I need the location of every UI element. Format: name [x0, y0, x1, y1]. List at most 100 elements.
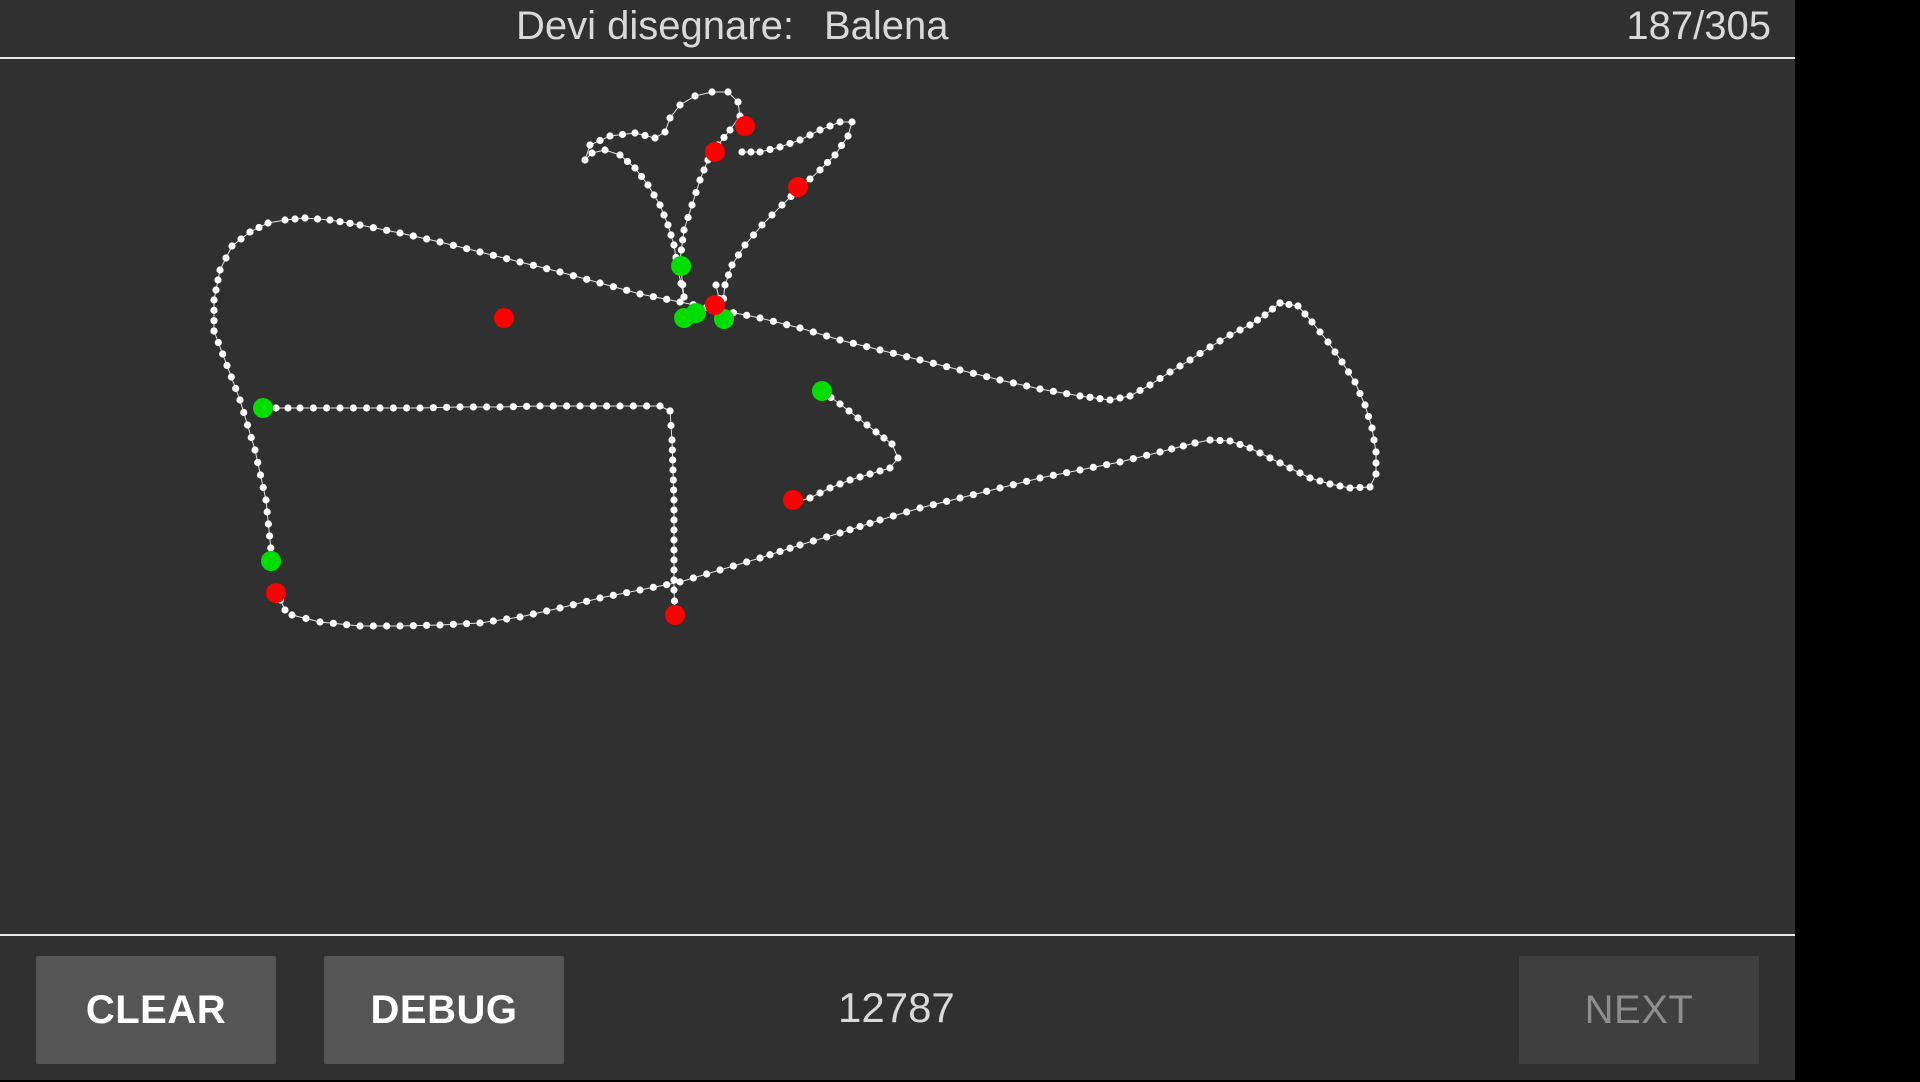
stroke-end-marker — [788, 177, 808, 197]
stroke-point — [556, 604, 564, 612]
stroke-point — [476, 248, 484, 256]
stroke-point — [516, 258, 524, 266]
stroke-point — [768, 211, 776, 219]
stroke-point — [641, 131, 649, 140]
stroke-point — [1009, 379, 1017, 387]
stroke-point — [516, 613, 524, 621]
stroke-point — [724, 88, 732, 96]
stroke-point — [343, 621, 351, 629]
stroke-point — [826, 484, 834, 492]
stroke-point — [1196, 349, 1204, 358]
stroke-point — [301, 214, 309, 222]
stroke-point — [688, 201, 696, 209]
stroke-point — [741, 241, 749, 249]
stroke-point — [769, 317, 777, 325]
stroke-point — [1179, 442, 1187, 450]
stroke-point — [543, 265, 551, 273]
stroke-point — [670, 556, 678, 564]
stroke-point — [1116, 458, 1124, 466]
stroke-point — [346, 219, 354, 227]
stroke-point — [210, 296, 218, 304]
stroke-point — [668, 446, 676, 454]
stroke-point — [1143, 451, 1151, 459]
stroke-point — [728, 261, 736, 269]
stroke-point — [1308, 318, 1316, 326]
stroke-point — [716, 566, 724, 574]
stroke-point — [863, 421, 871, 429]
stroke-point — [1331, 348, 1339, 356]
stroke-point — [1324, 338, 1332, 346]
stroke-point — [983, 373, 991, 381]
stroke-point — [806, 175, 814, 183]
stroke-point — [396, 622, 404, 630]
stroke-point — [816, 126, 824, 134]
stroke-point — [670, 241, 678, 249]
stroke-point — [296, 404, 304, 412]
stroke-point — [1326, 480, 1334, 488]
stroke-point — [523, 402, 531, 410]
stroke-point — [1168, 445, 1176, 453]
clear-button[interactable]: CLEAR — [36, 956, 276, 1064]
stroke-point — [876, 346, 884, 354]
debug-button[interactable]: DEBUG — [324, 956, 564, 1064]
stroke-point — [1296, 469, 1304, 477]
stroke-point — [449, 620, 457, 628]
stroke-point — [670, 516, 678, 524]
stroke-point — [823, 533, 831, 541]
stroke-point — [251, 446, 259, 454]
stroke-point — [816, 166, 824, 174]
stroke-point — [749, 231, 758, 239]
stroke-point — [643, 402, 651, 410]
stroke-point — [670, 536, 678, 544]
next-button: NEXT — [1519, 956, 1759, 1064]
stroke-point — [1276, 459, 1284, 467]
stroke-point — [670, 546, 678, 554]
bottom-bar: CLEAR DEBUG 12787 NEXT — [0, 934, 1795, 1082]
stroke-point — [266, 532, 274, 540]
stroke-point — [403, 404, 411, 412]
stroke-end-marker — [705, 142, 725, 162]
stroke-point — [288, 611, 296, 619]
stroke-point — [743, 558, 751, 566]
drawing-canvas[interactable] — [0, 59, 1795, 934]
stroke-point — [1226, 437, 1234, 445]
stroke-point — [786, 544, 794, 552]
stroke-point — [601, 146, 609, 154]
stroke-path — [213, 330, 273, 561]
stroke-point — [1285, 300, 1293, 309]
stroke-end-marker — [266, 583, 286, 603]
stroke-point — [436, 621, 444, 629]
stroke-point — [677, 246, 685, 254]
stroke-point — [680, 226, 688, 234]
stroke-point — [463, 245, 471, 253]
stroke-end-marker — [665, 605, 685, 625]
stroke-point — [313, 215, 322, 223]
stroke-point — [1009, 481, 1017, 489]
stroke-point — [529, 261, 537, 269]
stroke-point — [603, 402, 611, 410]
stroke-point — [623, 589, 631, 597]
stroke-point — [856, 473, 864, 481]
stroke-point — [272, 404, 280, 412]
stroke-point — [227, 373, 235, 381]
stroke-point — [369, 224, 377, 232]
stroke-point — [889, 349, 897, 357]
stroke-point — [836, 336, 844, 344]
stroke-point — [543, 607, 551, 615]
stroke-point — [1176, 362, 1184, 370]
stroke-point — [256, 471, 265, 479]
stroke-point — [796, 136, 804, 144]
stroke-point — [676, 578, 684, 586]
stroke-point — [1049, 387, 1057, 395]
stroke-point — [637, 172, 646, 181]
stroke-point — [670, 586, 678, 594]
stroke-point — [888, 440, 896, 448]
stroke-point — [983, 487, 991, 495]
sketch-svg[interactable] — [0, 59, 1795, 934]
stroke-point — [219, 350, 227, 358]
stroke-point — [623, 157, 632, 166]
stroke-point — [496, 403, 504, 411]
stroke-point — [463, 620, 471, 628]
stroke-point — [670, 486, 678, 494]
stroke-point — [536, 402, 544, 410]
